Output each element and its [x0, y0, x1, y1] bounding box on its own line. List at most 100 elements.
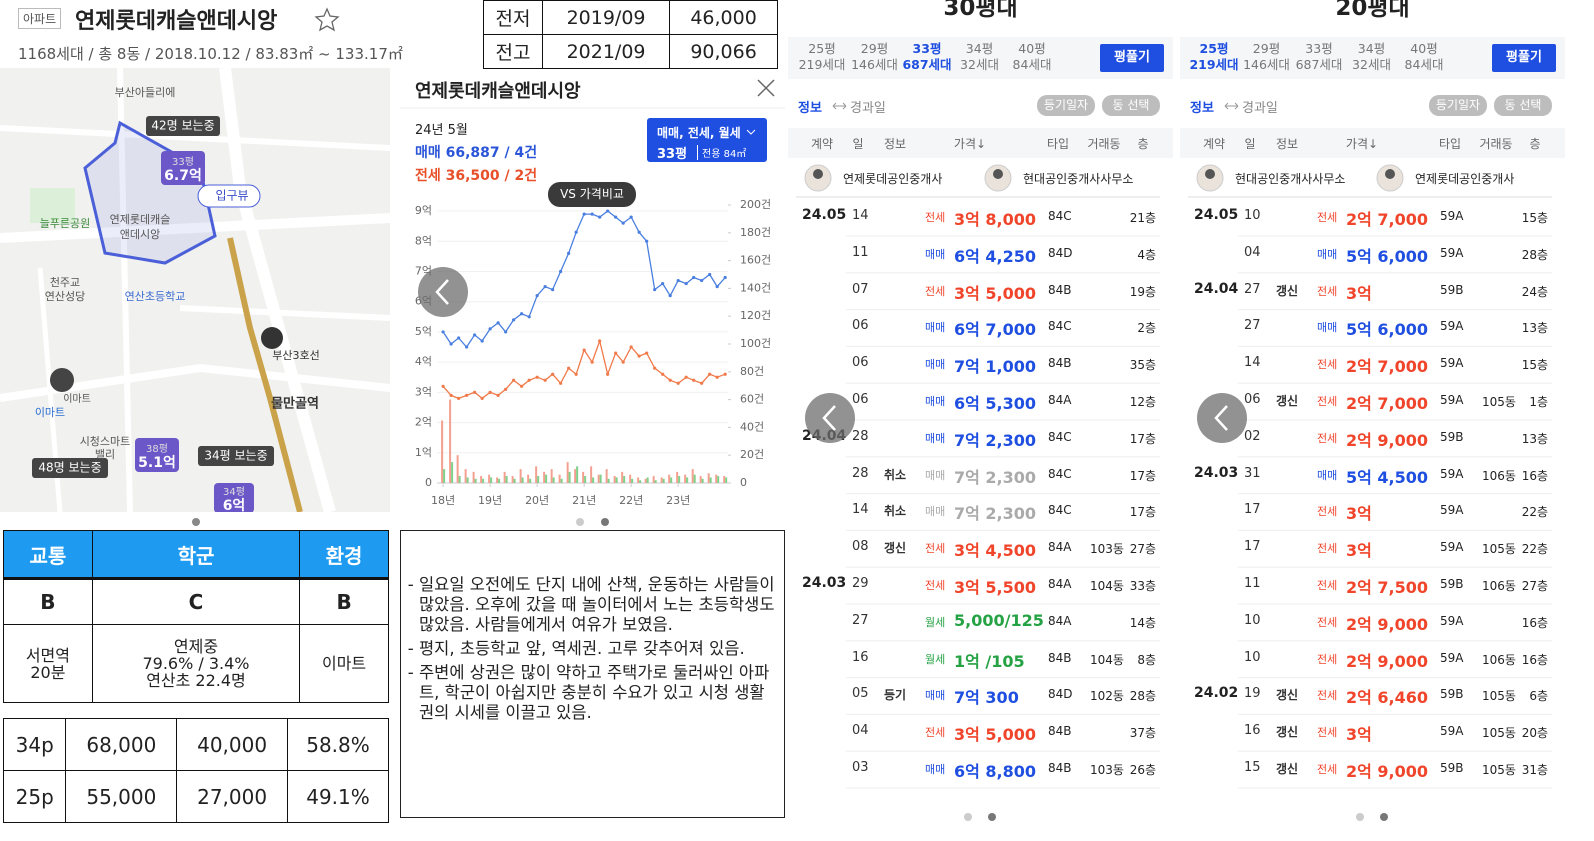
road: [219, 68, 336, 512]
volume-bar: [552, 477, 555, 483]
toggle-elapsed[interactable]: 경과일: [1242, 101, 1278, 116]
price-dot: [582, 348, 586, 352]
unit-type: 84B: [1048, 761, 1072, 775]
panel-title: 30평대: [943, 0, 1018, 21]
filter-box[interactable]: 매매, 전세, 월세 33평 전용 84㎡: [647, 118, 767, 162]
size-tab[interactable]: 25평 219세대: [1188, 41, 1240, 73]
viewer-badge: [198, 446, 274, 466]
map-label: 시청스마트: [80, 435, 131, 448]
volume-bar: [599, 474, 602, 483]
unit-type: 59A: [1440, 503, 1464, 518]
unit-type: 84A: [1048, 540, 1072, 555]
road: [117, 68, 133, 512]
compare-button[interactable]: VS 가격비교: [548, 182, 636, 207]
map-label: 48명 보는중: [38, 461, 101, 475]
tab-units: 146세대: [851, 57, 898, 72]
unit-type: 59A: [1440, 724, 1464, 739]
toggle-info[interactable]: 정보: [1190, 101, 1214, 116]
price-dot: [629, 215, 633, 219]
deal-price: 6억 4,250: [954, 246, 1037, 266]
price-dot: [465, 345, 469, 349]
unit-type: 59A: [1440, 540, 1464, 555]
volume-bar: [699, 476, 702, 483]
size-tab[interactable]: 34평 32세대: [1346, 41, 1398, 73]
filter-button[interactable]: 등기일자: [1037, 95, 1095, 116]
deal-kind: 전세: [1317, 579, 1338, 592]
volume-bar: [639, 480, 642, 483]
grade: C: [91, 578, 301, 625]
price-dot: [473, 333, 477, 337]
unit-type: 59A: [1440, 650, 1464, 665]
contract-month: 24.05: [802, 207, 847, 223]
map-label: 42명 보는중: [151, 119, 214, 133]
size-tab[interactable]: 25평 219세대: [796, 41, 848, 73]
size-tab[interactable]: 40평 84세대: [1006, 41, 1058, 73]
size-tab[interactable]: 34평 32세대: [954, 41, 1006, 73]
deal-kind: 매매: [925, 763, 946, 776]
volume-bar: [637, 477, 640, 483]
size-tab[interactable]: 40평 84세대: [1398, 41, 1450, 73]
toggle-elapsed[interactable]: 경과일: [850, 101, 886, 116]
volume-bar: [652, 476, 655, 483]
volume-bar: [684, 474, 687, 483]
floor: 33층: [1129, 579, 1156, 593]
floor: 22층: [1521, 505, 1548, 520]
expand-button[interactable]: 평풀기: [1100, 44, 1164, 72]
price-cell: 27,000: [176, 770, 288, 823]
floor: 31층: [1521, 763, 1548, 777]
road: [0, 125, 390, 151]
column-header: 거래동: [1087, 137, 1121, 151]
deal-price: 5억 6,000: [1346, 246, 1429, 266]
price-dot: [582, 212, 586, 216]
volume-bar: [590, 466, 593, 483]
detail-line: 이마트: [321, 654, 367, 673]
contract-day: 27: [852, 612, 869, 628]
deal-price: 5억 6,000: [1346, 320, 1429, 340]
size-tab[interactable]: 29평 146세대: [849, 41, 901, 73]
filter-button[interactable]: 등기일자: [1429, 95, 1487, 116]
volume-bar: [607, 478, 610, 483]
detail-line: 연제중: [173, 637, 219, 656]
size-tab[interactable]: 33평 687세대: [1293, 41, 1345, 73]
filter-button[interactable]: 동 선택: [1102, 95, 1160, 116]
tab-size: 29평: [1252, 41, 1281, 56]
volume-bar: [629, 474, 632, 483]
size-tab[interactable]: 33평 687세대: [901, 41, 953, 73]
volume-bar: [474, 478, 477, 483]
deal-price: 2억 9,000: [1346, 614, 1429, 634]
deal-kind: 전세: [1317, 395, 1338, 408]
deal-info: 갱신: [1276, 283, 1299, 298]
toggle-info[interactable]: 정보: [798, 101, 822, 116]
contract-day: 07: [852, 281, 869, 297]
x-tick-label: 19년: [478, 494, 502, 507]
expand-button[interactable]: 평풀기: [1492, 44, 1556, 72]
tab-size: 34평: [965, 41, 994, 56]
tab-size: 29평: [860, 41, 889, 56]
building: 104동: [1090, 652, 1124, 667]
price-dot: [496, 393, 500, 397]
unit-type: 84C: [1048, 466, 1072, 481]
volume-bar: [670, 477, 673, 483]
column-header: 가격↓: [1345, 137, 1379, 151]
column-header: 계약: [1202, 137, 1226, 151]
price-dot: [520, 312, 524, 316]
deal-kind: 전세: [925, 284, 946, 298]
column-header: 정보: [1275, 137, 1299, 151]
size-tab[interactable]: 29평 146세대: [1241, 41, 1293, 73]
price-dot: [449, 393, 453, 397]
notes-box: 일요일 오전에도 단지 내에 산책, 운동하는 사람들이 많았음. 오후에 갔을…: [400, 530, 785, 818]
price-dot: [621, 360, 625, 364]
price-dot: [520, 384, 524, 388]
price-cell: 40,000: [176, 718, 288, 771]
map-label: 6억: [223, 498, 246, 512]
y2-tick-label: 180건: [740, 226, 771, 239]
filter-button[interactable]: 동 선택: [1494, 95, 1552, 116]
contract-day: 14: [1244, 355, 1261, 371]
type-tag: 아파트: [18, 8, 62, 29]
volume-bar: [550, 469, 553, 483]
deal-kind: 전세: [1317, 726, 1338, 740]
volume-bar: [441, 420, 444, 483]
deal-info: 취소: [884, 504, 907, 519]
filter-types: 매매, 전세, 월세: [657, 126, 741, 140]
